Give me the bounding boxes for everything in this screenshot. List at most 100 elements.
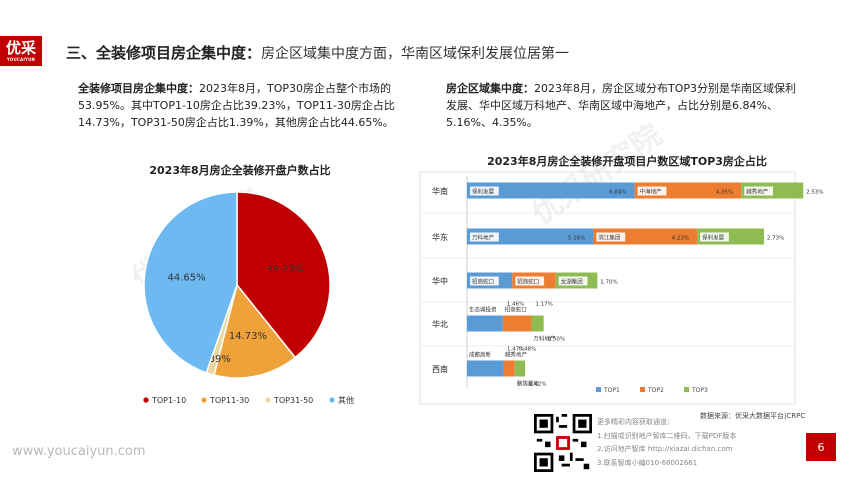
company-label: 中海地产 xyxy=(640,188,663,196)
value-label: 0.42% xyxy=(529,382,546,388)
brand-logo: 优采 YOUCAIYUN xyxy=(0,36,42,66)
legend-label: TOP2 xyxy=(647,387,664,394)
bar-segment xyxy=(502,315,532,332)
page-number: 6 xyxy=(806,433,836,461)
bar-segment xyxy=(531,315,544,332)
page-title-strong: 三、全装修项目房企集中度： xyxy=(66,44,262,62)
label-box xyxy=(558,276,588,286)
value-label: 4.23% xyxy=(672,236,689,242)
region-label: 华南 xyxy=(432,186,448,196)
legend-label: TOP3 xyxy=(691,387,708,394)
pie-slice xyxy=(213,283,297,379)
qr-code-icon xyxy=(534,414,592,472)
value-label: 1.77% xyxy=(559,280,576,286)
company-label: 越秀地产 xyxy=(505,351,528,359)
value-label: 4.35% xyxy=(716,190,733,196)
bar-segment xyxy=(697,228,764,245)
company-label: 龙湖集团 xyxy=(561,278,584,286)
legend-label: 其他 xyxy=(338,395,354,405)
company-label: 生态城投资 xyxy=(469,306,497,314)
bar-segment xyxy=(593,228,697,245)
value-label: 1.85% xyxy=(515,280,532,286)
label-box xyxy=(470,276,499,286)
value-label: 0.50% xyxy=(548,337,565,343)
right-summary-lead: 房企区域集中度： xyxy=(446,82,534,95)
more-info-line: 2.访问地产智库 http://xiazai.dichan.com xyxy=(597,445,733,453)
label-box xyxy=(470,232,499,242)
bar-segment xyxy=(514,360,526,377)
region-label: 西南 xyxy=(432,364,448,374)
company-label: 保利发展 xyxy=(472,188,495,196)
pie-slice-label: 39.23% xyxy=(266,264,304,275)
label-box xyxy=(637,186,667,196)
footer-url: www.youcaiyun.com xyxy=(12,444,146,459)
watermark: 优采研究院 xyxy=(125,182,269,298)
value-label: 6.84% xyxy=(609,190,626,196)
legend-swatch xyxy=(201,397,207,403)
page-title-detail: 房企区域集中度方面，华南区域保利发展位居第一 xyxy=(261,46,570,62)
bar-segment xyxy=(467,360,503,377)
pie-slice-label: 14.73% xyxy=(229,331,267,342)
company-label: 成都高新 xyxy=(469,351,492,359)
bar-segment xyxy=(467,315,503,332)
data-source: 数据来源：优采大数据平台|CRPC xyxy=(700,412,806,420)
pie-slice-label: 1.39% xyxy=(199,354,231,365)
logo-subtext: YOUCAIYUN xyxy=(6,56,36,62)
bar-segment xyxy=(467,228,594,245)
company-label: 招商蛇口 xyxy=(472,278,494,286)
left-summary: 全装修项目房企集中度：2023年8月，TOP30房企占整个市场的53.95%。其… xyxy=(78,80,408,131)
legend-label: TOP1 xyxy=(603,387,620,394)
more-info-heading: 更多精彩内容获取通道： xyxy=(597,418,674,426)
company-label: 招商蛇口 xyxy=(517,278,539,286)
legend-swatch xyxy=(684,387,689,392)
value-label: 1.70% xyxy=(600,280,617,286)
pie-chart-title: 2023年8月房企全装修开盘户数占比 xyxy=(149,164,331,177)
pie-slice xyxy=(205,284,238,377)
company-label: 滨江集团 xyxy=(598,234,621,242)
region-label: 华北 xyxy=(432,319,448,329)
region-label: 华中 xyxy=(432,276,448,286)
company-label: 越秀地产 xyxy=(746,188,769,196)
left-summary-lead: 全装修项目房企集中度： xyxy=(78,82,199,95)
chart-frame xyxy=(419,171,796,405)
legend-swatch xyxy=(640,387,645,392)
value-label: 0.48% xyxy=(519,347,536,353)
company-label: 保利发展 xyxy=(702,234,725,242)
legend-label: TOP1-10 xyxy=(151,396,186,405)
left-summary-body: 2023年8月，TOP30房企占整个市场的53.95%。其中TOP1-10房企占… xyxy=(78,82,395,129)
bar-chart-title: 2023年8月房企全装修开盘项目户数区域TOP3房企占比 xyxy=(487,155,767,168)
value-label: 2.53% xyxy=(806,190,823,196)
company-label: 万科地产 xyxy=(472,234,495,242)
legend-swatch xyxy=(143,397,149,403)
bar-segment xyxy=(512,272,556,289)
legend-swatch xyxy=(329,397,335,403)
region-label: 华东 xyxy=(432,232,448,242)
page-title: 三、全装修项目房企集中度：房企区域集中度方面，华南区域保利发展位居第一 xyxy=(66,42,569,63)
more-info-line: 3.联系智库小编010-68002661 xyxy=(597,458,698,467)
label-box xyxy=(744,186,773,196)
right-summary: 房企区域集中度：2023年8月，房企区域分布TOP3分别是华南区域保利发展、华中… xyxy=(446,80,796,131)
more-info: 更多精彩内容获取通道： 1.扫描或识别地产智库二维码，下载PDF版本 2.访问地… xyxy=(597,416,736,470)
value-label: 5.16% xyxy=(568,236,585,242)
value-label: 1.17% xyxy=(535,302,552,308)
right-summary-body: 2023年8月，房企区域分布TOP3分别是华南区域保利发展、华中区域万科地产、华… xyxy=(446,82,797,129)
legend-swatch xyxy=(265,397,271,403)
bar-segment xyxy=(741,182,804,199)
legend-label: TOP11-30 xyxy=(209,396,249,405)
company-label: 万科地产 xyxy=(533,335,556,343)
label-box xyxy=(596,232,626,242)
company-label: 鹏瑞置地 xyxy=(517,380,540,388)
more-info-line: 1.扫描或识别地产智库二维码，下载PDF版本 xyxy=(597,431,737,440)
label-box xyxy=(700,232,729,242)
legend-label: TOP31-50 xyxy=(273,396,313,405)
bar-segment xyxy=(503,360,515,377)
bar-segment xyxy=(634,182,742,199)
legend-swatch xyxy=(596,387,601,392)
label-box xyxy=(470,186,499,196)
company-label: 招商蛇口 xyxy=(505,306,527,314)
value-label: 2.73% xyxy=(767,236,784,242)
label-box xyxy=(515,276,545,286)
bar-segment xyxy=(555,272,598,289)
value-label: 1.46% xyxy=(507,302,524,308)
